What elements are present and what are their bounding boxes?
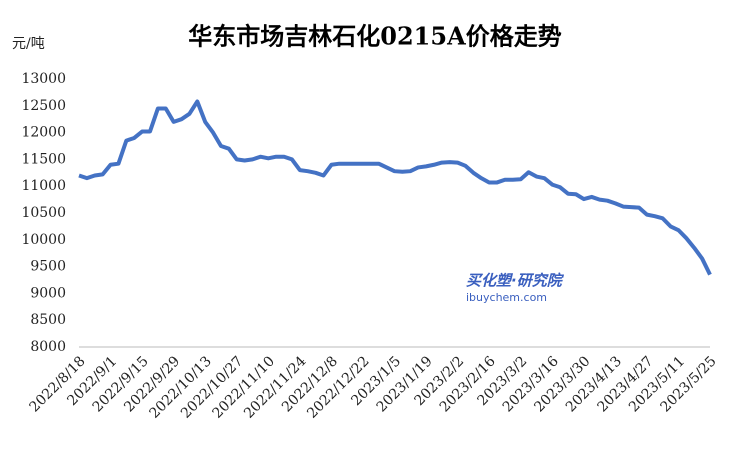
y-tick-label: 12000 <box>21 125 66 141</box>
y-tick-label: 9000 <box>30 285 66 301</box>
y-tick-label: 11000 <box>21 178 66 194</box>
y-tick-label: 9500 <box>30 259 66 275</box>
chart-title: 华东市场吉林石化0215A价格走势 <box>188 22 561 51</box>
y-axis-label: 元/吨 <box>12 36 45 52</box>
y-tick-label: 8500 <box>30 312 66 328</box>
y-tick-label: 10000 <box>21 232 66 248</box>
y-tick-label: 10500 <box>21 205 66 221</box>
y-tick-label: 11500 <box>21 151 66 167</box>
y-tick-label: 13000 <box>21 71 66 87</box>
watermark-brand: 买化塑·研究院 <box>466 272 565 290</box>
price-line <box>78 99 712 276</box>
y-tick-label: 12500 <box>21 98 66 114</box>
y-tick-label: 8000 <box>30 339 66 355</box>
watermark-site: ibuychem.com <box>466 291 547 304</box>
